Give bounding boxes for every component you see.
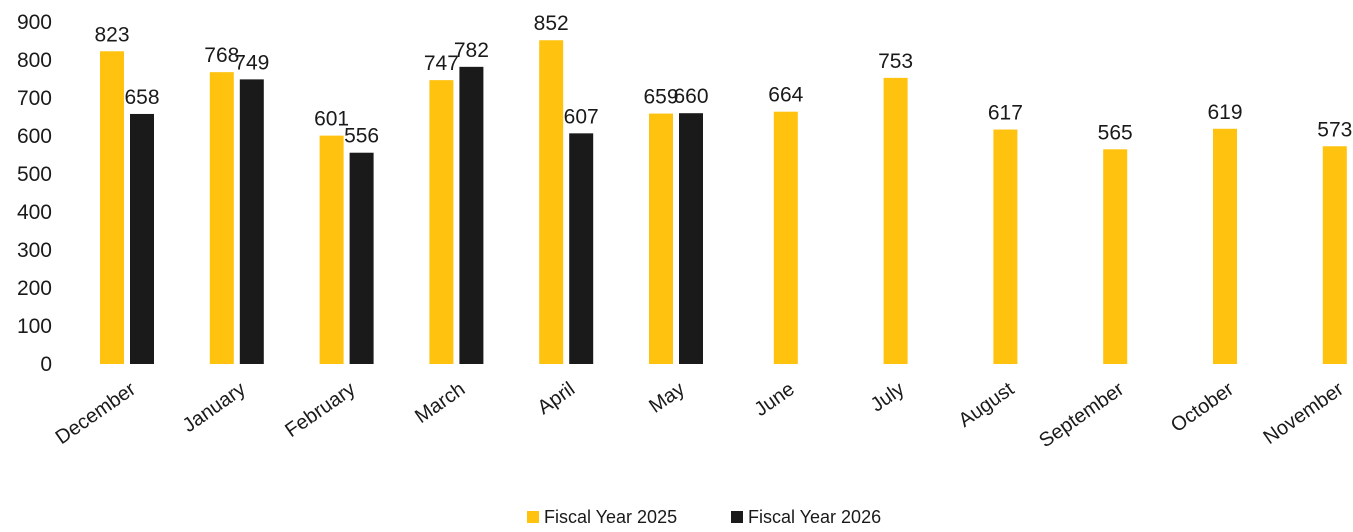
- data-label: 607: [564, 105, 599, 128]
- legend-label-fy2025: Fiscal Year 2025: [544, 507, 677, 527]
- legend: Fiscal Year 2025 Fiscal Year 2026: [527, 507, 881, 527]
- x-category-label: December: [52, 378, 140, 449]
- data-label: 659: [643, 86, 678, 109]
- bar-january-s0: [209, 72, 234, 364]
- bar-february-s1: [349, 152, 374, 364]
- x-category-label: June: [751, 378, 799, 421]
- bars: [100, 40, 1347, 365]
- bar-february-s0: [319, 135, 344, 364]
- bar-may-s1: [679, 113, 703, 364]
- bar-january-s1: [239, 79, 264, 364]
- y-tick-label: 200: [17, 277, 52, 300]
- bar-april-s1: [569, 133, 594, 364]
- y-axis: 900 800 700 600 500 400 300 200 100 0: [17, 11, 52, 376]
- x-category-label: March: [411, 378, 469, 428]
- y-tick-label: 100: [17, 315, 52, 338]
- bar-december-s1: [130, 113, 154, 365]
- x-category-label: January: [179, 378, 250, 437]
- bar-november-s0: [1322, 146, 1347, 364]
- bar-october-s0: [1213, 128, 1237, 364]
- data-label: 660: [673, 85, 708, 108]
- data-label: 753: [878, 50, 913, 73]
- bar-april-s0: [539, 40, 564, 365]
- bar-august-s0: [993, 129, 1018, 364]
- data-label: 617: [988, 102, 1023, 125]
- x-category-label: September: [1035, 378, 1128, 452]
- data-label: 619: [1207, 101, 1242, 124]
- y-tick-label: 400: [17, 201, 52, 224]
- bar-july-s0: [883, 77, 908, 365]
- y-tick-label: 800: [17, 49, 52, 72]
- y-tick-label: 500: [17, 163, 52, 186]
- x-axis: December January February March April May June…: [52, 378, 1348, 452]
- bar-september-s0: [1103, 149, 1128, 364]
- bar-march-s1: [459, 66, 484, 364]
- y-tick-label: 900: [17, 11, 52, 34]
- data-label: 747: [424, 52, 459, 75]
- y-tick-label: 700: [17, 87, 52, 110]
- legend-label-fy2026: Fiscal Year 2026: [748, 507, 881, 527]
- legend-swatch-fy2026: [731, 511, 743, 523]
- x-category-label: February: [281, 378, 359, 442]
- x-category-label: August: [955, 378, 1019, 432]
- bar-march-s0: [429, 80, 454, 364]
- x-category-label: October: [1167, 378, 1238, 437]
- data-label: 782: [454, 39, 489, 62]
- y-tick-label: 600: [17, 125, 52, 148]
- data-label: 852: [534, 12, 569, 35]
- y-tick-label: 0: [40, 353, 52, 376]
- data-label: 658: [124, 86, 159, 109]
- x-category-label: May: [645, 378, 689, 418]
- bar-may-s0: [649, 113, 673, 364]
- data-label: 749: [234, 51, 269, 74]
- bar-december-s0: [100, 51, 124, 364]
- data-label: 556: [344, 125, 379, 148]
- data-label: 565: [1098, 121, 1133, 144]
- data-label: 768: [204, 44, 239, 67]
- legend-swatch-fy2025: [527, 511, 539, 523]
- data-label: 664: [768, 84, 803, 107]
- y-tick-label: 300: [17, 239, 52, 262]
- data-label: 601: [314, 108, 349, 131]
- x-category-label: July: [867, 378, 909, 416]
- x-category-label: November: [1259, 378, 1347, 449]
- data-label: 573: [1317, 118, 1352, 141]
- data-label: 823: [94, 23, 129, 46]
- x-category-label: April: [534, 378, 579, 419]
- bar-june-s0: [773, 111, 798, 365]
